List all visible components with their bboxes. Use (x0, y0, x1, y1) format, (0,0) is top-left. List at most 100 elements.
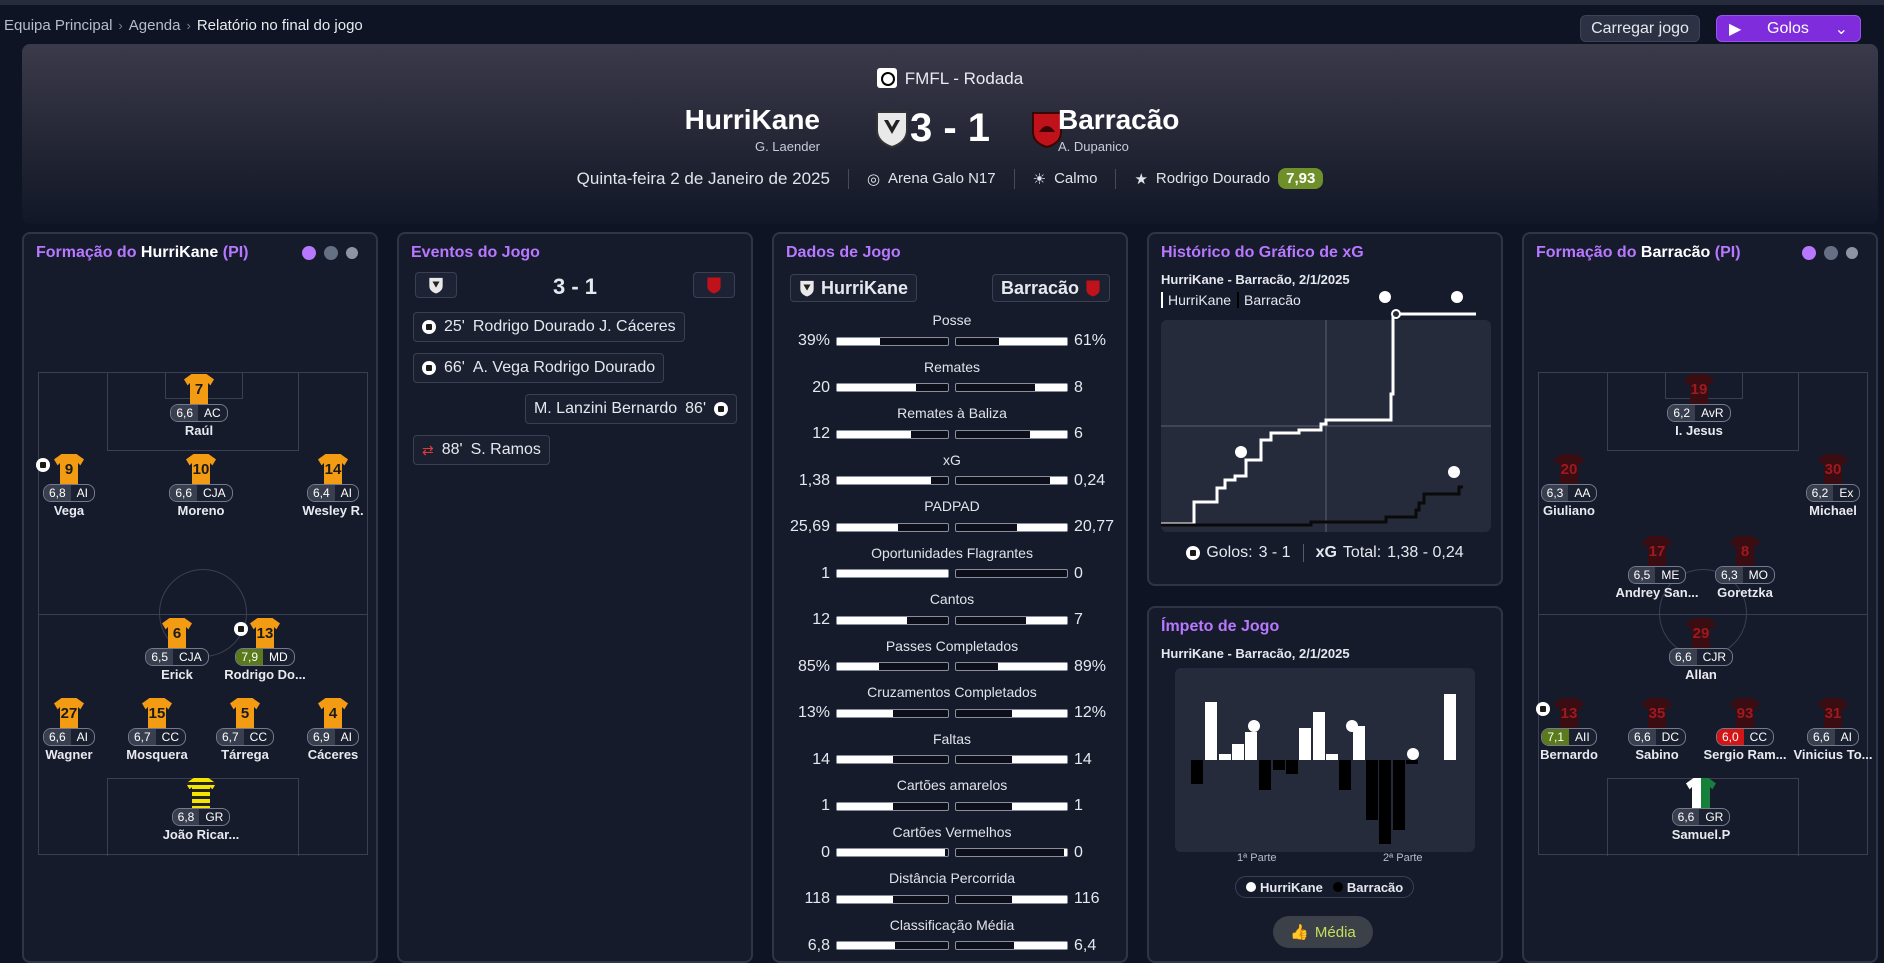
player[interactable]: 31 6,6 AI Vinicius To... (1788, 698, 1878, 762)
view-dot[interactable] (1802, 246, 1816, 260)
stat-row: Remates à Baliza 12 6 (774, 405, 1126, 445)
panel-title: Ímpeto de Jogo (1161, 618, 1280, 635)
stats-away-team[interactable]: Barracão (991, 274, 1110, 302)
player[interactable]: 14 6,4 AI Wesley R. (288, 454, 378, 518)
legend-label: Barracão (1346, 879, 1404, 895)
event-goal[interactable]: 66' A. Vega Rodrigo Dourado (413, 353, 665, 383)
home-team[interactable]: HurriKane G. Laender (685, 104, 820, 154)
match-score: 3 - 1 (909, 106, 991, 150)
player-rating: 6,9 (307, 729, 335, 745)
load-game-button[interactable]: Carregar jogo (1580, 15, 1700, 42)
player-position: CJR (1702, 650, 1727, 664)
stat-label: Remates (923, 358, 981, 375)
player[interactable]: 5 6,7 CC Tárrega (200, 698, 290, 762)
breadcrumb: Equipa Principal › Agenda › Relatório no… (4, 17, 363, 34)
home-manager[interactable]: G. Laender (754, 139, 820, 154)
shirt: 20 (1554, 454, 1584, 484)
player[interactable]: 9 6,8 AI Vega (24, 454, 114, 518)
divider (847, 168, 849, 189)
view-toggle[interactable] (302, 246, 358, 260)
player-name: João Ricar... (162, 827, 240, 842)
breadcrumb-current: Relatório no final do jogo (196, 17, 363, 34)
stat-away-bar (955, 615, 1068, 625)
stat-row: Cruzamentos Completados 13% 12% (774, 684, 1126, 724)
player-tag: 6,6 AI (42, 728, 96, 746)
player[interactable]: 15 6,7 CC Mosquera (112, 698, 202, 762)
player-position: AvR (1701, 406, 1724, 420)
view-toggle[interactable] (1802, 246, 1858, 260)
away-manager[interactable]: A. Dupanico (1058, 139, 1129, 154)
player-name: I. Jesus (1675, 423, 1723, 438)
event-text: M. Lanzini Bernardo (533, 400, 678, 417)
away-team-name[interactable]: Barracão (1058, 104, 1180, 135)
player[interactable]: 17 6,5 ME Andrey San... (1612, 536, 1702, 600)
shirt: 29 (1686, 618, 1716, 648)
player[interactable]: 4 6,9 AI Cáceres (288, 698, 378, 762)
stat-row: Faltas 14 14 (774, 731, 1126, 771)
player[interactable]: 13 7,1 AII Bernardo (1524, 698, 1614, 762)
player-of-match[interactable]: Rodrigo Dourado (1155, 170, 1271, 187)
event-goal[interactable]: M. Lanzini Bernardo 86' (524, 394, 737, 424)
play-icon: ▶ (1729, 20, 1742, 38)
match-header: FMFL - Rodada HurriKane G. Laender 3 - 1… (22, 44, 1878, 224)
player-position: AI (340, 730, 353, 744)
player[interactable]: 35 6,6 DC Sabino (1612, 698, 1702, 762)
player[interactable]: 29 6,6 CJR Allan (1656, 618, 1746, 682)
event-substitution[interactable]: ⇄ 88' S. Ramos (413, 435, 550, 465)
player-tag: 6,5 ME (1627, 566, 1687, 584)
stat-home-bar (836, 429, 949, 439)
goals-dropdown-button[interactable]: ▶ Golos ⌄ (1716, 15, 1861, 42)
goal-ball-icon (1379, 291, 1391, 303)
player[interactable]: 7 6,6 AC Raúl (154, 374, 244, 438)
stat-away-value: 89% (1074, 657, 1107, 675)
player-name: Michael (1809, 503, 1857, 518)
player[interactable]: 19 6,2 AvR I. Jesus (1654, 374, 1744, 438)
average-button[interactable]: 👍 Média (1273, 916, 1373, 948)
home-crest-icon (415, 272, 457, 298)
match-info: Quinta-feira 2 de Janeiro de 2025 ◎ Aren… (22, 168, 1878, 189)
stats-home-team[interactable]: HurriKane (790, 274, 918, 302)
title-prefix: Formação do (1536, 244, 1637, 261)
xg-subtitle: HurriKane - Barracão, 2/1/2025 (1161, 272, 1350, 287)
stat-label: xG (943, 451, 961, 468)
player-tag: 6,3 MO (1714, 566, 1776, 584)
player[interactable]: 20 6,3 AA Giuliano (1524, 454, 1614, 518)
home-team-name[interactable]: HurriKane (684, 104, 820, 135)
player-name: Mosquera (126, 747, 188, 762)
view-dot[interactable] (302, 246, 316, 260)
breadcrumb-item[interactable]: Equipa Principal (4, 17, 113, 34)
stat-away-bar (955, 569, 1068, 578)
player[interactable]: 10 6,6 CJA Moreno (156, 454, 246, 518)
goal-ball-icon (422, 361, 436, 375)
player-rating: 6,6 (170, 485, 197, 501)
player-rating: 6,6 (1628, 729, 1656, 745)
player-position: AI (1840, 730, 1853, 744)
player[interactable]: 8 6,3 MO Goretzka (1700, 536, 1790, 600)
view-dot[interactable] (1824, 246, 1838, 260)
player-name: Wagner (45, 747, 93, 762)
shirt: 13 (1554, 698, 1584, 728)
view-dot[interactable] (324, 246, 338, 260)
player[interactable]: 13 7,9 MD Rodrigo Do... (220, 618, 310, 682)
player-position: CC (249, 730, 268, 744)
view-dot[interactable] (1846, 247, 1858, 259)
stat-home-bar (836, 801, 949, 811)
breadcrumb-item[interactable]: Agenda (128, 17, 181, 34)
player[interactable]: 27 6,6 AI Wagner (24, 698, 114, 762)
player[interactable]: 30 6,2 Ex Michael (1788, 454, 1878, 518)
player[interactable]: 6,6 GR Samuel.P (1656, 778, 1746, 842)
player-rating: 6,5 (146, 649, 173, 665)
player[interactable]: 93 6,0 CC Sergio Ram... (1700, 698, 1790, 762)
away-team[interactable]: Barracão A. Dupanico (1058, 104, 1179, 154)
stat-away-value: 116 (1074, 890, 1100, 907)
player[interactable]: 6 6,5 CJA Erick (132, 618, 222, 682)
event-goal[interactable]: 25' Rodrigo Dourado J. Cáceres (413, 312, 685, 342)
view-dot[interactable] (346, 247, 358, 259)
player-rating: 6,4 (307, 485, 335, 501)
stadium-name[interactable]: Arena Galo N17 (888, 170, 996, 187)
player[interactable]: 6,8 GR João Ricar... (156, 778, 246, 842)
player-position: MO (1748, 568, 1769, 582)
stat-label: Passes Completados (885, 637, 1019, 654)
home-crest-icon (876, 111, 908, 148)
shirt: 31 (1818, 698, 1848, 728)
